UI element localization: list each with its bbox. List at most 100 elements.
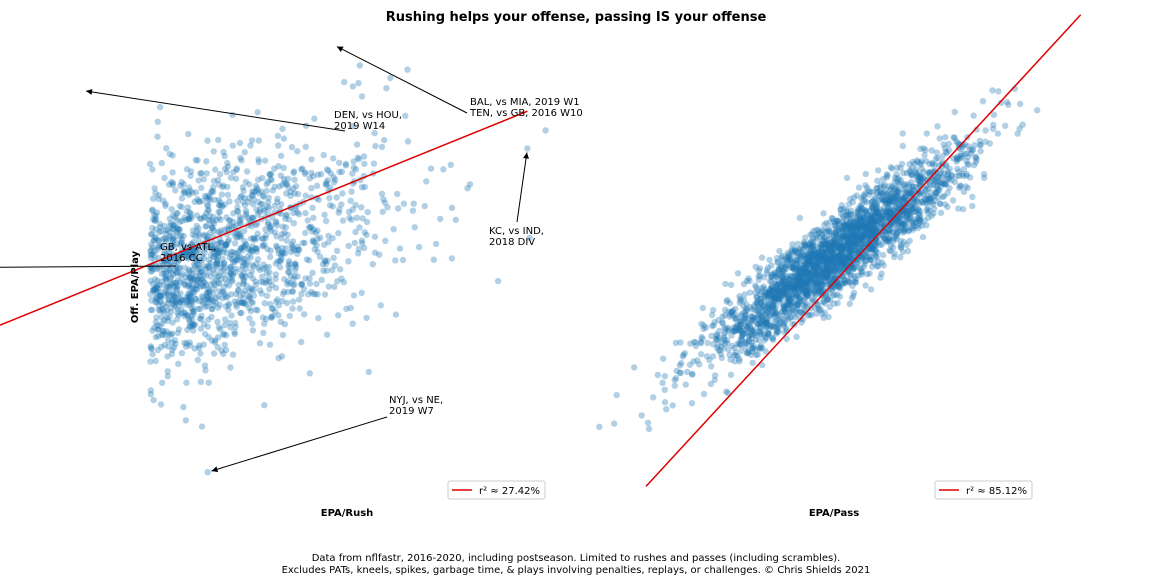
left-data-point — [162, 230, 169, 237]
left-data-point — [223, 280, 230, 287]
right-data-point — [783, 304, 790, 311]
right-data-point — [923, 130, 930, 137]
left-data-point — [148, 345, 155, 352]
left-data-point — [281, 179, 288, 186]
right-data-point — [841, 221, 849, 228]
left-data-point — [235, 286, 242, 294]
left-data-point — [343, 305, 350, 312]
left-data-point — [158, 159, 165, 167]
left-data-point — [267, 227, 275, 235]
right-data-point — [719, 319, 726, 326]
right-data-point — [700, 390, 708, 398]
right-data-point — [831, 229, 838, 237]
left-data-point — [345, 208, 353, 215]
right-data-point — [912, 183, 919, 190]
right-fit-line — [645, 14, 1082, 487]
right-data-point — [794, 302, 801, 309]
left-data-point — [156, 229, 163, 236]
left-data-point — [279, 125, 286, 132]
left-data-point — [240, 295, 247, 302]
left-data-point — [228, 248, 235, 255]
right-data-point — [847, 195, 854, 203]
left-data-point — [333, 194, 340, 201]
right-data-point — [928, 194, 936, 201]
right-data-point — [986, 140, 993, 147]
left-data-point — [229, 218, 237, 225]
left-data-point — [278, 353, 286, 360]
left-data-point — [181, 313, 188, 320]
left-data-point — [169, 280, 176, 287]
left-data-point — [150, 195, 157, 202]
left-data-point — [167, 220, 174, 227]
left-data-point — [193, 227, 200, 234]
left-data-point — [290, 298, 297, 305]
left-data-point — [198, 276, 205, 283]
left-data-point — [238, 272, 246, 279]
left-data-point — [191, 321, 199, 328]
left-data-point — [171, 279, 178, 287]
left-data-point — [273, 242, 280, 249]
right-data-point — [742, 305, 750, 312]
left-data-point — [237, 244, 245, 252]
right-data-point — [729, 312, 736, 319]
left-data-point — [235, 281, 242, 288]
left-data-point — [225, 306, 232, 314]
left-data-point — [376, 251, 383, 258]
right-data-point — [771, 289, 778, 297]
left-data-point — [241, 227, 248, 234]
right-data-point — [931, 205, 938, 212]
left-data-point — [183, 301, 190, 308]
left-data-point — [225, 217, 233, 224]
left-data-point — [382, 237, 389, 244]
right-data-point — [969, 202, 976, 210]
annotation-label-line: GB, vs ATL, — [160, 242, 216, 253]
right-data-point — [800, 297, 808, 304]
left-data-point — [377, 302, 384, 309]
left-data-point — [205, 333, 212, 341]
right-data-point — [932, 190, 939, 197]
left-data-point — [232, 265, 239, 272]
right-data-point — [905, 207, 913, 215]
right-data-point — [803, 255, 811, 262]
right-data-point — [731, 327, 738, 334]
left-data-point — [153, 299, 160, 306]
left-data-point — [233, 166, 240, 174]
left-data-point — [153, 283, 161, 291]
left-data-point — [306, 280, 314, 287]
right-data-point — [810, 288, 818, 295]
left-data-point — [359, 240, 366, 247]
left-data-point — [218, 191, 226, 198]
left-data-point — [273, 219, 280, 226]
left-data-point — [234, 249, 241, 257]
left-data-point — [197, 378, 205, 385]
left-data-point — [151, 185, 158, 192]
left-data-point — [177, 278, 184, 286]
left-data-point — [233, 165, 240, 172]
left-data-point — [161, 317, 168, 324]
left-data-point — [204, 285, 212, 292]
right-data-point — [755, 287, 762, 294]
right-data-point — [745, 321, 752, 328]
right-data-point — [862, 221, 869, 228]
left-data-point — [291, 281, 298, 288]
right-data-point — [752, 282, 759, 289]
left-data-point — [240, 243, 248, 250]
left-data-point — [289, 238, 297, 245]
right-data-point — [794, 276, 802, 283]
right-data-point — [944, 203, 951, 211]
left-data-point — [262, 226, 269, 233]
left-data-point — [178, 270, 185, 277]
left-data-point — [227, 265, 234, 273]
left-data-point — [378, 190, 386, 197]
left-data-point — [215, 208, 222, 216]
left-data-point — [282, 212, 290, 220]
right-data-point — [711, 318, 718, 326]
left-data-point — [315, 314, 322, 322]
left-data-point — [168, 330, 176, 337]
left-data-point — [199, 282, 206, 289]
left-data-point — [212, 264, 219, 271]
left-data-point — [221, 316, 229, 323]
left-data-point — [201, 362, 209, 369]
left-data-point — [466, 181, 474, 188]
right-data-point — [794, 240, 801, 248]
